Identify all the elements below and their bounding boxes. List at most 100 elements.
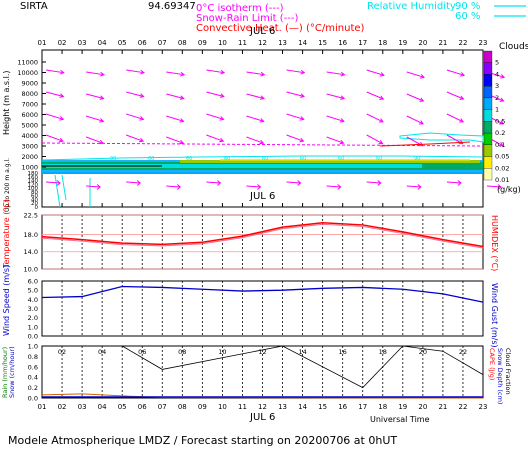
colorbar-swatch-7	[483, 132, 493, 145]
x-tick-bottom-01: 01	[38, 403, 47, 411]
wind-arrow	[126, 69, 145, 74]
p1-ytick-2000: 2000	[21, 153, 38, 161]
wind-arrowhead	[379, 95, 385, 100]
p1-ytick-11000: 11000	[17, 59, 38, 67]
wind-arrow	[86, 71, 104, 76]
p4-xtick-08: 08	[178, 348, 186, 356]
wind-arrow	[406, 115, 424, 125]
colorbar-unit: (g/kg)	[497, 185, 521, 194]
p3-ylabel-right: Wind Gust (m/s)	[490, 283, 499, 348]
p1-ytick-lower-40: 40	[31, 197, 38, 203]
wind-arrowhead-low	[96, 184, 101, 190]
p3-ytick-0.0: 0.0	[28, 333, 38, 341]
x-tick-top-14: 14	[298, 39, 307, 47]
colorbar-tick-0.1: 0.1	[495, 141, 505, 149]
p4-ytick-0.0: 0.0	[28, 395, 38, 403]
wind-arrowhead	[259, 118, 265, 123]
colorbar-tick-3: 3	[495, 82, 499, 90]
x-tick-bottom-11: 11	[238, 403, 247, 411]
x-tick-top-05: 05	[118, 39, 127, 47]
clouds-wind-panel: 90 60 60 60 60 60 60 60 90 110001000090008000700…	[2, 49, 506, 212]
p2-ytick-10.0: 10.0	[24, 266, 38, 274]
wind-arrowhead	[259, 139, 265, 145]
convective-heat-line	[379, 141, 471, 147]
wind-arrow	[446, 69, 465, 76]
p3-ytick-5.0: 5.0	[28, 287, 38, 295]
p4-ytick-0.6: 0.6	[28, 363, 38, 371]
x-tick-top-22: 22	[458, 39, 467, 47]
wind-arrow-low	[45, 181, 61, 184]
wind-arrow	[286, 113, 304, 120]
x-tick-bottom-12: 12	[258, 403, 267, 411]
wind-arrowhead	[179, 139, 185, 145]
p1-ytick-lower-160: 160	[28, 175, 39, 181]
p1-ytick-lower-180: 180	[28, 171, 39, 177]
p4-xtick-14: 14	[298, 348, 306, 356]
colorbar-tick-0.5: 0.5	[495, 117, 505, 125]
wind-arrowhead-low	[257, 184, 262, 190]
legend-rh: Relative Humidity	[367, 1, 456, 12]
x-tick-bottom-07: 07	[158, 403, 167, 411]
colorbar-swatch-9	[483, 156, 493, 169]
colorbar-swatch-3	[483, 86, 493, 99]
date-label-mid: JUL 6	[249, 191, 275, 202]
wind-arrow-low	[286, 181, 301, 184]
wind-arrowhead-low	[136, 180, 141, 186]
wind-arrowhead	[299, 137, 305, 143]
p1-ylabel: Height (m a.s.l.)	[2, 71, 11, 136]
x-tick-bottom-19: 19	[398, 403, 407, 411]
p4-ylabel-right-2: Snow Depth (cm)	[496, 348, 504, 404]
p4-xtick-12: 12	[258, 348, 266, 356]
wind-arrowhead	[500, 74, 506, 79]
wind-arrowhead	[499, 97, 505, 102]
wind-arrow	[406, 93, 424, 102]
precip-panel: 1.0 0.8 0.6 0.4 0.2 0.0 02 04 06 08 10 12 14 16 18 20 22…	[1, 343, 512, 405]
wind-arrow	[446, 113, 464, 123]
humidex-line	[41, 223, 484, 249]
x-tick-top-09: 09	[198, 39, 207, 47]
legend-rh-90: 90 %	[455, 1, 480, 12]
wind-arrowhead	[99, 118, 105, 123]
legend-convective: Convective Heat. (—) (°C/minute)	[196, 23, 365, 34]
wind-arrow	[85, 115, 104, 122]
colorbar-tick-4: 4	[495, 70, 499, 78]
x-tick-bottom-13: 13	[278, 403, 287, 411]
station-label: SIRTA	[20, 1, 48, 12]
x-tick-bottom-23: 23	[479, 403, 488, 411]
p4-ylabel-right: CAPE (J/g)	[488, 348, 496, 380]
wind-arrowhead	[418, 141, 424, 147]
contour-label-4: 60	[262, 156, 268, 162]
wind-arrowhead	[378, 118, 384, 123]
p1-ytick-lower-140: 140	[28, 179, 39, 185]
wind-arrow	[166, 71, 185, 76]
colorbar-swatch-0	[483, 50, 493, 63]
wind-arrowhead	[498, 141, 504, 147]
x-tick-top-18: 18	[378, 39, 387, 47]
p4-xtick-06: 06	[138, 348, 146, 356]
contour-label-7: 60	[376, 156, 382, 162]
isotherm-line	[41, 142, 484, 147]
wind-arrow-low	[86, 185, 101, 188]
wind-arrowhead	[139, 93, 145, 98]
x-tick-top-06: 06	[138, 39, 147, 47]
wind-arrow	[286, 134, 304, 142]
colorbar-tick-0.02: 0.02	[495, 164, 509, 172]
wind-arrow-low	[446, 181, 461, 184]
wind-arrow	[366, 69, 385, 76]
x-tick-labels-top: 01 02 03 04 05 06 07 08 09 10 11 12 13 14 15 16 17 18 19 20…	[38, 39, 488, 47]
contour-label-2: 60	[186, 156, 192, 162]
x-tick-top-20: 20	[418, 39, 427, 47]
p2-ylabel-right: HUMIDEX (°C)	[490, 215, 499, 271]
p4-xtick-20: 20	[419, 348, 427, 356]
p4-xtick-02: 02	[58, 348, 66, 356]
cloud-base	[42, 172, 483, 174]
wind-arrow	[126, 91, 144, 97]
wind-arrow-low	[126, 181, 141, 184]
x-tick-bottom-10: 10	[218, 403, 227, 411]
cloud-core	[42, 165, 162, 167]
wind-arrow	[126, 134, 144, 142]
colorbar-tick-5: 5	[495, 59, 499, 67]
wind-arrow	[45, 134, 64, 142]
wind-arrowhead-low	[297, 180, 302, 186]
